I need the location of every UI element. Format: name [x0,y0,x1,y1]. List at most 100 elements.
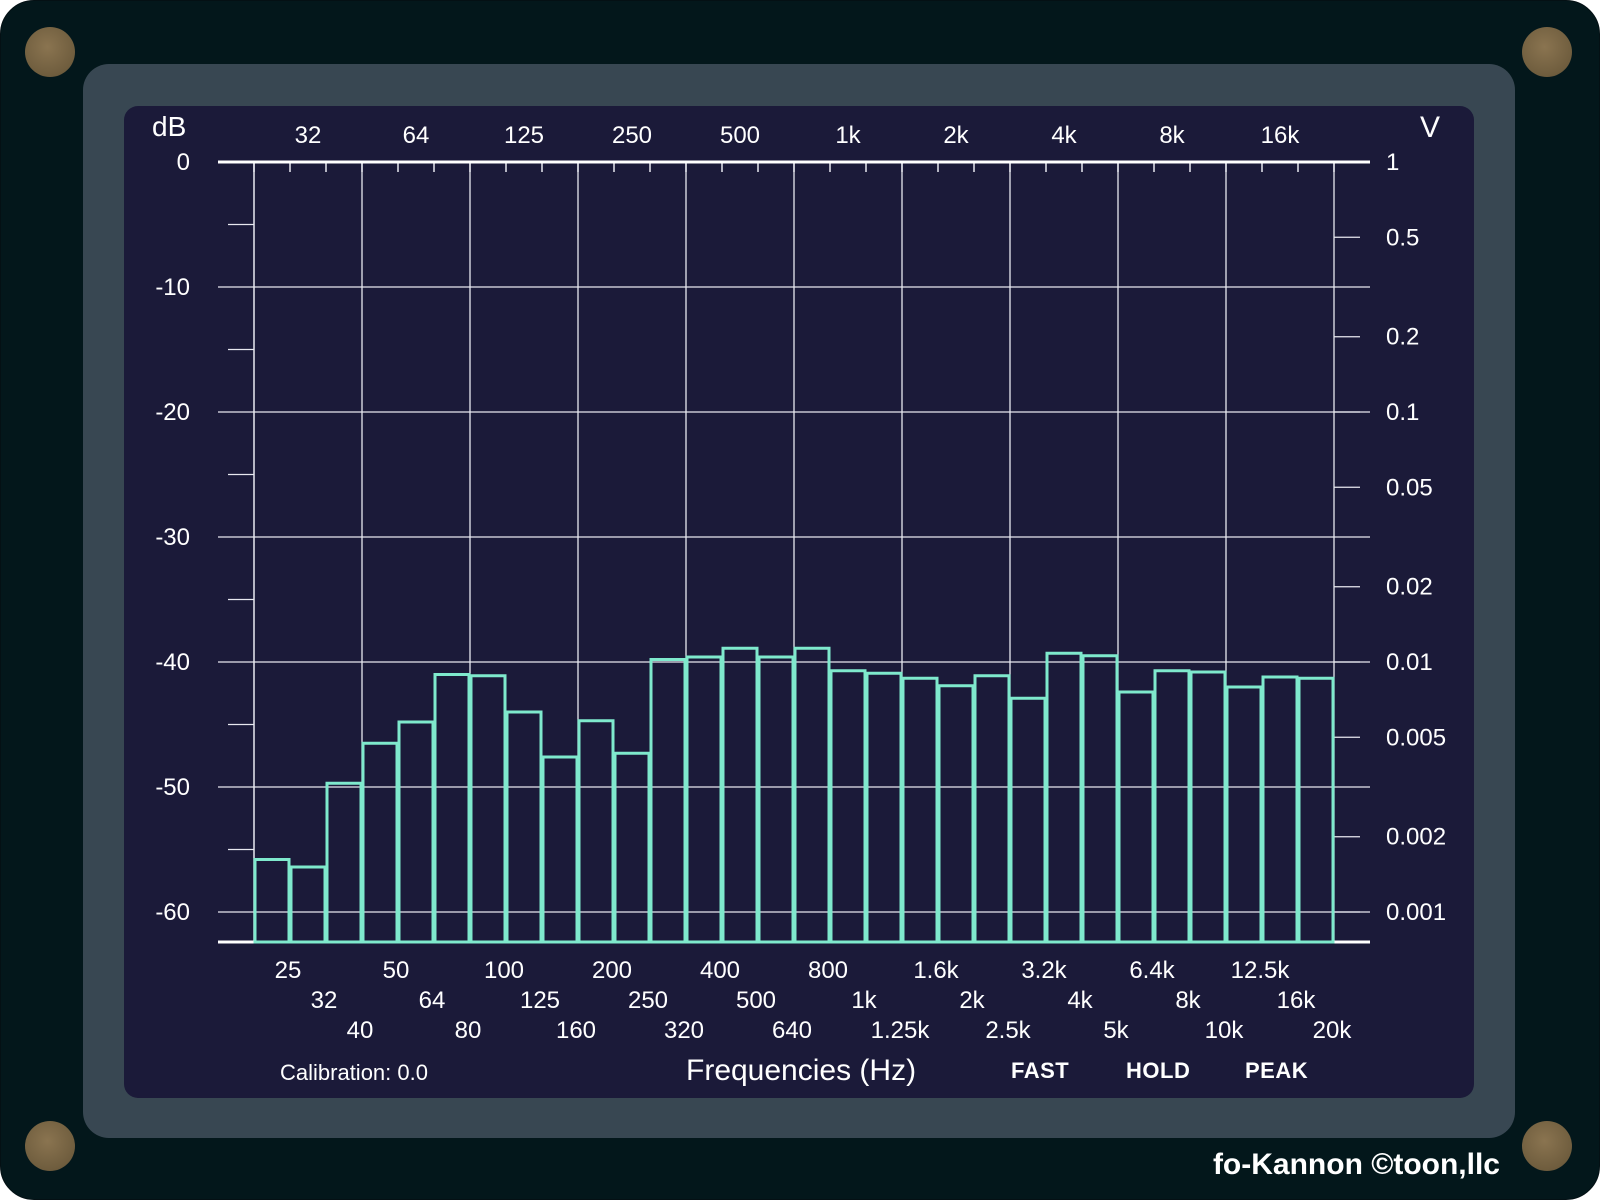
bar-320 [649,658,687,944]
db-tick-label: -50 [155,774,190,801]
top-freq-label: 16k [1261,122,1301,149]
bottom-freq-label: 640 [772,1017,812,1044]
bar-3.2k [1009,696,1047,944]
bottom-freq-label: 200 [592,957,632,984]
bottom-freq-label: 400 [700,957,740,984]
bottom-freq-label: 32 [311,987,338,1014]
screw-bottom-right [1522,1121,1572,1171]
bottom-freq-label: 8k [1175,987,1201,1014]
x-axis-title: Frequencies (Hz) [686,1054,917,1087]
bar-1k [829,669,867,944]
volt-tick-label: 0.005 [1386,724,1446,751]
bottom-freq-label: 2.5k [985,1017,1031,1044]
volt-tick-label: 0.02 [1386,574,1433,601]
bottom-freq-label: 5k [1103,1017,1129,1044]
db-tick-label: -10 [155,274,190,301]
bottom-freq-label: 6.4k [1129,957,1175,984]
bar-80 [433,673,471,944]
db-tick-label: -30 [155,524,190,551]
bar-125 [505,710,543,944]
bottom-freq-label: 16k [1277,987,1317,1014]
bottom-freq-label: 80 [455,1017,482,1044]
bar-250 [613,751,651,944]
bottom-freq-label: 320 [664,1017,704,1044]
bottom-freq-label: 25 [275,957,302,984]
bar-400 [685,655,723,944]
volt-tick-label: 0.1 [1386,399,1419,426]
bar-64 [397,720,435,944]
screw-top-left [25,27,75,77]
fast-mode-button[interactable]: FAST [1011,1058,1070,1083]
bar-800 [793,646,831,944]
bar-1.25k [865,671,903,944]
bar-10k [1189,670,1227,944]
bottom-freq-label: 800 [808,957,848,984]
top-freq-label: 8k [1159,122,1185,149]
bar-640 [757,655,795,944]
bottom-freq-label: 160 [556,1017,596,1044]
bar-5k [1081,654,1119,944]
bar-16k [1261,675,1299,944]
db-tick-label: -20 [155,399,190,426]
screw-bottom-left [25,1121,75,1171]
credit-text: fo-Kannon ©toon,llc [1212,1148,1500,1181]
bar-8k [1153,669,1191,944]
bar-1.6k [901,676,939,944]
bar-50 [361,741,399,944]
bar-2k [937,684,975,944]
bar-12.5k [1225,685,1263,944]
volt-tick-label: 1 [1386,149,1399,176]
bar-32 [289,865,327,944]
bar-2.5k [973,674,1011,944]
bar-20k [1297,676,1335,944]
bottom-freq-label: 20k [1313,1017,1353,1044]
peak-mode-button[interactable]: PEAK [1245,1058,1309,1083]
top-freq-label: 32 [295,122,322,149]
bottom-freq-label: 125 [520,987,560,1014]
top-freq-label: 2k [943,122,969,149]
bar-160 [541,755,579,944]
bottom-freq-label: 10k [1205,1017,1245,1044]
bottom-freq-label: 100 [484,957,524,984]
unit-right-label: V [1420,111,1441,144]
bar-100 [469,674,507,944]
top-freq-label: 4k [1051,122,1077,149]
bottom-freq-label: 250 [628,987,668,1014]
analyzer-screen [124,106,1474,1098]
top-freq-label: 64 [403,122,430,149]
bottom-freq-label: 64 [419,987,446,1014]
unit-left-label: dB [152,111,187,142]
hold-mode-button[interactable]: HOLD [1126,1058,1191,1083]
bottom-freq-label: 2k [959,987,985,1014]
bottom-freq-label: 12.5k [1231,957,1291,984]
calibration-readout[interactable]: Calibration: 0.0 [280,1060,428,1085]
top-freq-label: 1k [835,122,861,149]
bottom-freq-label: 40 [347,1017,374,1044]
volt-tick-label: 0.2 [1386,324,1419,351]
volt-tick-label: 0.5 [1386,224,1419,251]
volt-tick-label: 0.001 [1386,899,1446,926]
bar-25 [253,858,291,944]
volt-tick-label: 0.002 [1386,824,1446,851]
screw-top-right [1522,27,1572,77]
bottom-freq-label: 1.6k [913,957,959,984]
bar-4k [1045,651,1083,944]
bar-6.4k [1117,690,1155,944]
bar-500 [721,646,759,944]
db-tick-label: -60 [155,899,190,926]
top-freq-label: 500 [720,122,760,149]
db-tick-label: 0 [177,149,190,176]
db-tick-label: -40 [155,649,190,676]
bar-40 [325,781,363,944]
top-freq-label: 250 [612,122,652,149]
bottom-freq-label: 1k [851,987,877,1014]
top-freq-label: 125 [504,122,544,149]
bottom-freq-label: 3.2k [1021,957,1067,984]
bar-200 [577,719,615,944]
volt-tick-label: 0.01 [1386,649,1433,676]
bottom-freq-label: 1.25k [871,1017,931,1044]
bottom-freq-label: 4k [1067,987,1093,1014]
volt-tick-label: 0.05 [1386,474,1433,501]
bottom-freq-label: 500 [736,987,776,1014]
